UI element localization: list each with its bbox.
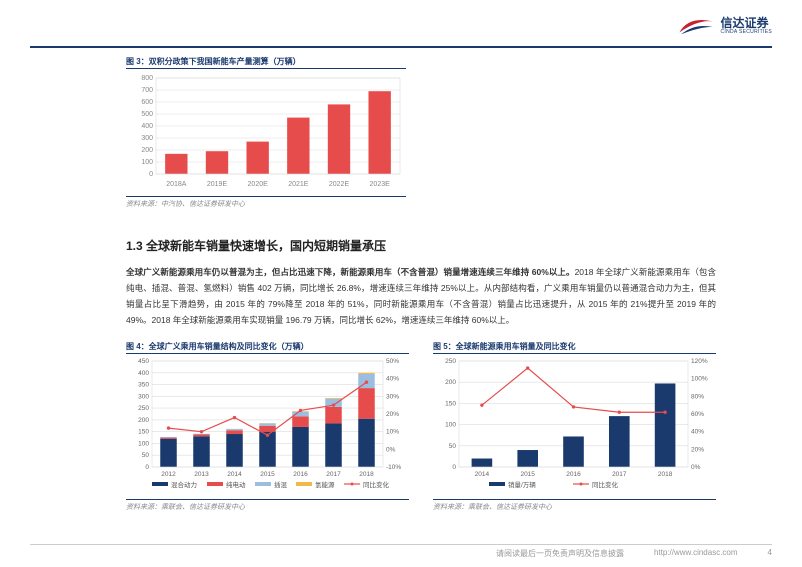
figure-5-title: 图 5：全球新能源乘用车销量及同比变化 <box>433 341 716 352</box>
figure-4-chart: 0 50 100 150 200 250 300 350 400 450 -10% 0% 10% 20% 3… <box>126 357 409 495</box>
svg-text:氢能源: 氢能源 <box>315 480 335 489</box>
svg-text:150: 150 <box>445 400 456 407</box>
svg-text:50: 50 <box>449 442 457 449</box>
figure-3-rule <box>126 68 406 69</box>
svg-text:20%: 20% <box>691 446 704 453</box>
svg-text:-10%: -10% <box>386 464 401 471</box>
para-lead: 全球广义新能源乘用车仍以普混为主，但占比迅速下降，新能源乘用车（不含普混）销量增… <box>126 267 575 277</box>
svg-text:2020E: 2020E <box>248 181 269 188</box>
brand-name-en: CINDA SECURITIES <box>721 30 772 36</box>
svg-text:250: 250 <box>138 405 149 412</box>
svg-text:2012: 2012 <box>161 471 176 478</box>
footer-url: http://www.cindasc.com <box>654 548 738 559</box>
footer-disclaimer: 请阅读最后一页免责声明及信息披露 <box>496 548 624 559</box>
header-rule <box>30 46 772 48</box>
svg-text:2014: 2014 <box>475 471 490 478</box>
brand-swoosh-icon <box>677 14 715 38</box>
svg-text:0%: 0% <box>691 464 701 471</box>
svg-text:400: 400 <box>138 369 149 376</box>
svg-text:同比变化: 同比变化 <box>592 480 619 489</box>
svg-text:300: 300 <box>141 135 153 142</box>
svg-text:50: 50 <box>142 452 150 459</box>
svg-text:混合动力: 混合动力 <box>171 480 197 489</box>
svg-text:0: 0 <box>452 464 456 471</box>
svg-text:同比变化: 同比变化 <box>363 480 390 489</box>
svg-text:100: 100 <box>141 159 153 166</box>
figure-5: 图 5：全球新能源乘用车销量及同比变化 0 50 100 150 200 250 0% 20%… <box>433 341 716 512</box>
svg-text:200: 200 <box>138 416 149 423</box>
svg-text:10%: 10% <box>386 428 399 435</box>
svg-text:100: 100 <box>138 440 149 447</box>
svg-text:2022E: 2022E <box>329 181 350 188</box>
svg-text:40%: 40% <box>386 375 399 382</box>
svg-text:200: 200 <box>141 147 153 154</box>
svg-text:2018A: 2018A <box>166 181 187 188</box>
svg-text:2016: 2016 <box>293 471 308 478</box>
svg-text:2018: 2018 <box>658 471 673 478</box>
figure-4-rule <box>126 353 409 354</box>
figure-4: 图 4：全球广义乘用车销量结构及同比变化（万辆） 0 50 100 150 200 250… <box>126 341 409 512</box>
svg-text:销量/万辆: 销量/万辆 <box>508 480 536 489</box>
svg-text:250: 250 <box>445 358 456 365</box>
figure-3: 图 3：双积分政策下我国新能车产量测算（万辆） 0 100 200 300 400 500… <box>126 56 406 209</box>
brand-name-cn: 信达证券 <box>721 17 772 30</box>
body-paragraph: 全球广义新能源乘用车仍以普混为主，但占比迅速下降，新能源乘用车（不含普混）销量增… <box>126 264 716 329</box>
svg-text:2015: 2015 <box>520 471 535 478</box>
figure-5-source: 资料来源：乘联会、信达证券研发中心 <box>433 499 716 512</box>
svg-text:2017: 2017 <box>612 471 627 478</box>
svg-text:120%: 120% <box>691 358 708 365</box>
svg-text:纯电动: 纯电动 <box>226 480 246 489</box>
svg-text:2018: 2018 <box>359 471 374 478</box>
figure-3-source: 资料来源：中汽协、信达证券研发中心 <box>126 196 406 209</box>
section-title: 1.3 全球新能车销量快速增长，国内短期销量承压 <box>126 237 716 254</box>
svg-text:60%: 60% <box>691 411 704 418</box>
svg-text:插混: 插混 <box>274 480 288 489</box>
figure-3-title: 图 3：双积分政策下我国新能车产量测算（万辆） <box>126 56 406 67</box>
svg-text:2015: 2015 <box>260 471 275 478</box>
svg-text:400: 400 <box>141 123 153 130</box>
svg-text:50%: 50% <box>386 358 399 365</box>
svg-text:80%: 80% <box>691 393 704 400</box>
svg-text:300: 300 <box>138 393 149 400</box>
page-footer: 请阅读最后一页免责声明及信息披露 http://www.cindasc.com … <box>30 544 772 559</box>
svg-text:20%: 20% <box>386 411 399 418</box>
page-content: 图 3：双积分政策下我国新能车产量测算（万辆） 0100200300400500… <box>126 56 716 512</box>
svg-text:2016: 2016 <box>566 471 581 478</box>
svg-text:100: 100 <box>445 421 456 428</box>
svg-text:150: 150 <box>138 428 149 435</box>
svg-text:450: 450 <box>138 358 149 365</box>
figure-5-rule <box>433 353 716 354</box>
svg-text:0%: 0% <box>386 446 396 453</box>
svg-text:600: 600 <box>141 99 153 106</box>
svg-text:700: 700 <box>141 87 153 94</box>
figure-3-chart: 0 100 200 300 400 500 600 700 800 2018A 2019E 2020E… <box>126 72 406 192</box>
svg-text:2021E: 2021E <box>288 181 309 188</box>
footer-pageno: 4 <box>768 548 772 559</box>
svg-text:0: 0 <box>145 464 149 471</box>
svg-text:40%: 40% <box>691 428 704 435</box>
brand-header: 信达证券 CINDA SECURITIES <box>677 14 772 38</box>
svg-text:200: 200 <box>445 379 456 386</box>
svg-text:2014: 2014 <box>227 471 242 478</box>
svg-text:350: 350 <box>138 381 149 388</box>
figure-5-chart: 0 50 100 150 200 250 0% 20% 40% 60% 80% 100% 120% 201… <box>433 357 716 495</box>
figure-4-source: 资料来源：乘联会、信达证券研发中心 <box>126 499 409 512</box>
svg-text:2017: 2017 <box>326 471 341 478</box>
svg-text:100%: 100% <box>691 375 708 382</box>
svg-text:0: 0 <box>149 171 153 178</box>
figure-4-title: 图 4：全球广义乘用车销量结构及同比变化（万辆） <box>126 341 409 352</box>
svg-text:2023E: 2023E <box>370 181 391 188</box>
svg-text:500: 500 <box>141 111 153 118</box>
svg-text:2013: 2013 <box>194 471 209 478</box>
svg-text:800: 800 <box>141 75 153 82</box>
svg-text:2019E: 2019E <box>207 181 228 188</box>
figure-row-4-5: 图 4：全球广义乘用车销量结构及同比变化（万辆） 0 50 100 150 200 250… <box>126 341 716 512</box>
svg-text:30%: 30% <box>386 393 399 400</box>
